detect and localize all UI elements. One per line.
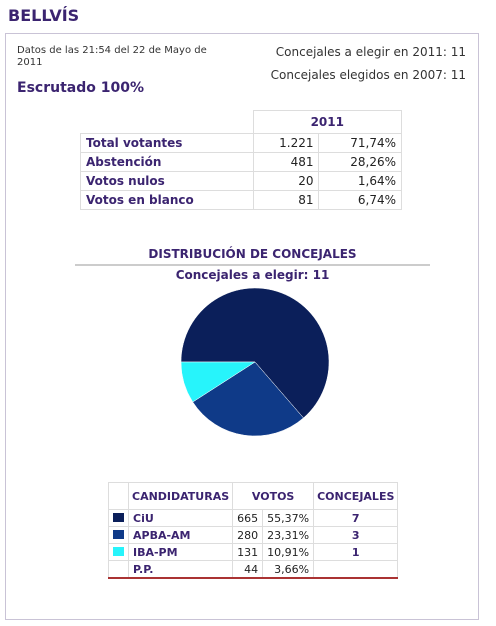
page-title: BELLVÍS [8, 6, 80, 25]
pie-slice [192, 361, 304, 437]
year-header: 2011 [252, 110, 403, 134]
col-header: CONCEJALES [313, 482, 399, 510]
vote-percent: 55,37% [262, 509, 315, 527]
votes: 665 [232, 509, 264, 527]
summary-value: 1,64% [318, 171, 402, 191]
color-swatch [113, 512, 124, 522]
summary-row: Votos en blanco 81 6,74% [80, 190, 402, 210]
votes: 44 [232, 560, 264, 579]
summary-value: 6,74% [318, 190, 402, 210]
seats-to-elect: Concejales a elegir en 2011: 11 [275, 45, 466, 59]
empty-cell [81, 111, 254, 134]
summary-value: 20 [252, 171, 320, 191]
panel [5, 33, 479, 620]
result-row: APBA-AM 280 23,31% 3 [108, 526, 399, 544]
vote-percent: 10,91% [262, 543, 315, 561]
summary-value: 71,74% [318, 133, 402, 153]
seats [313, 560, 399, 579]
color-swatch [113, 546, 124, 556]
summary-row: Total votantes 1.221 71,74% [80, 133, 402, 153]
summary-row: Abstención 481 28,26% [80, 152, 402, 172]
empty-cell [108, 482, 129, 510]
summary-label: Votos en blanco [80, 190, 254, 210]
summary-value: 28,26% [318, 152, 402, 172]
date-info: Datos de las 21:54 del 22 de Mayo de 201… [17, 45, 207, 68]
seats: 7 [313, 509, 399, 527]
swatch-cell [108, 543, 129, 561]
chart-subtitle: Concejales a elegir: 11 [175, 268, 330, 282]
pie-chart [180, 287, 330, 437]
swatch-cell [108, 509, 129, 527]
seats: 3 [313, 526, 399, 544]
party-name: CiU [127, 509, 234, 527]
vote-percent: 23,31% [262, 526, 315, 544]
party-name: APBA-AM [127, 526, 234, 544]
summary-label: Total votantes [80, 133, 254, 153]
summary-value: 1.221 [252, 133, 320, 153]
result-row: P.P. 44 3,66% [108, 560, 399, 579]
seats-2007: Concejales elegidos en 2007: 11 [270, 68, 466, 82]
summary-value: 81 [252, 190, 320, 210]
votes: 131 [232, 543, 264, 561]
pie-slice [180, 287, 330, 419]
color-swatch [113, 529, 124, 539]
results-table: CANDIDATURAS VOTOS CONCEJALES CiU 665 55,37%… [108, 482, 399, 579]
result-row: CiU 665 55,37% 7 [108, 509, 399, 527]
result-row: IBA-PM 131 10,91% 1 [108, 543, 399, 561]
status: Escrutado 100% [17, 80, 144, 96]
col-header: CANDIDATURAS [127, 482, 234, 510]
col-header: VOTOS [232, 482, 315, 510]
swatch-cell [108, 560, 129, 579]
summary-label: Abstención [80, 152, 254, 172]
summary-value: 481 [252, 152, 320, 172]
votes: 280 [232, 526, 264, 544]
chart-title: DISTRIBUCIÓN DE CONCEJALES [75, 247, 430, 266]
summary-label: Votos nulos [80, 171, 254, 191]
pie-slice [180, 361, 256, 403]
party-name: IBA-PM [127, 543, 234, 561]
summary-table: 2011 Total votantes 1.221 71,74% Abstención… [80, 110, 403, 210]
seats: 1 [313, 543, 399, 561]
swatch-cell [108, 526, 129, 544]
vote-percent: 3,66% [262, 560, 315, 579]
summary-row: Votos nulos 20 1,64% [80, 171, 402, 191]
party-name: P.P. [127, 560, 234, 579]
